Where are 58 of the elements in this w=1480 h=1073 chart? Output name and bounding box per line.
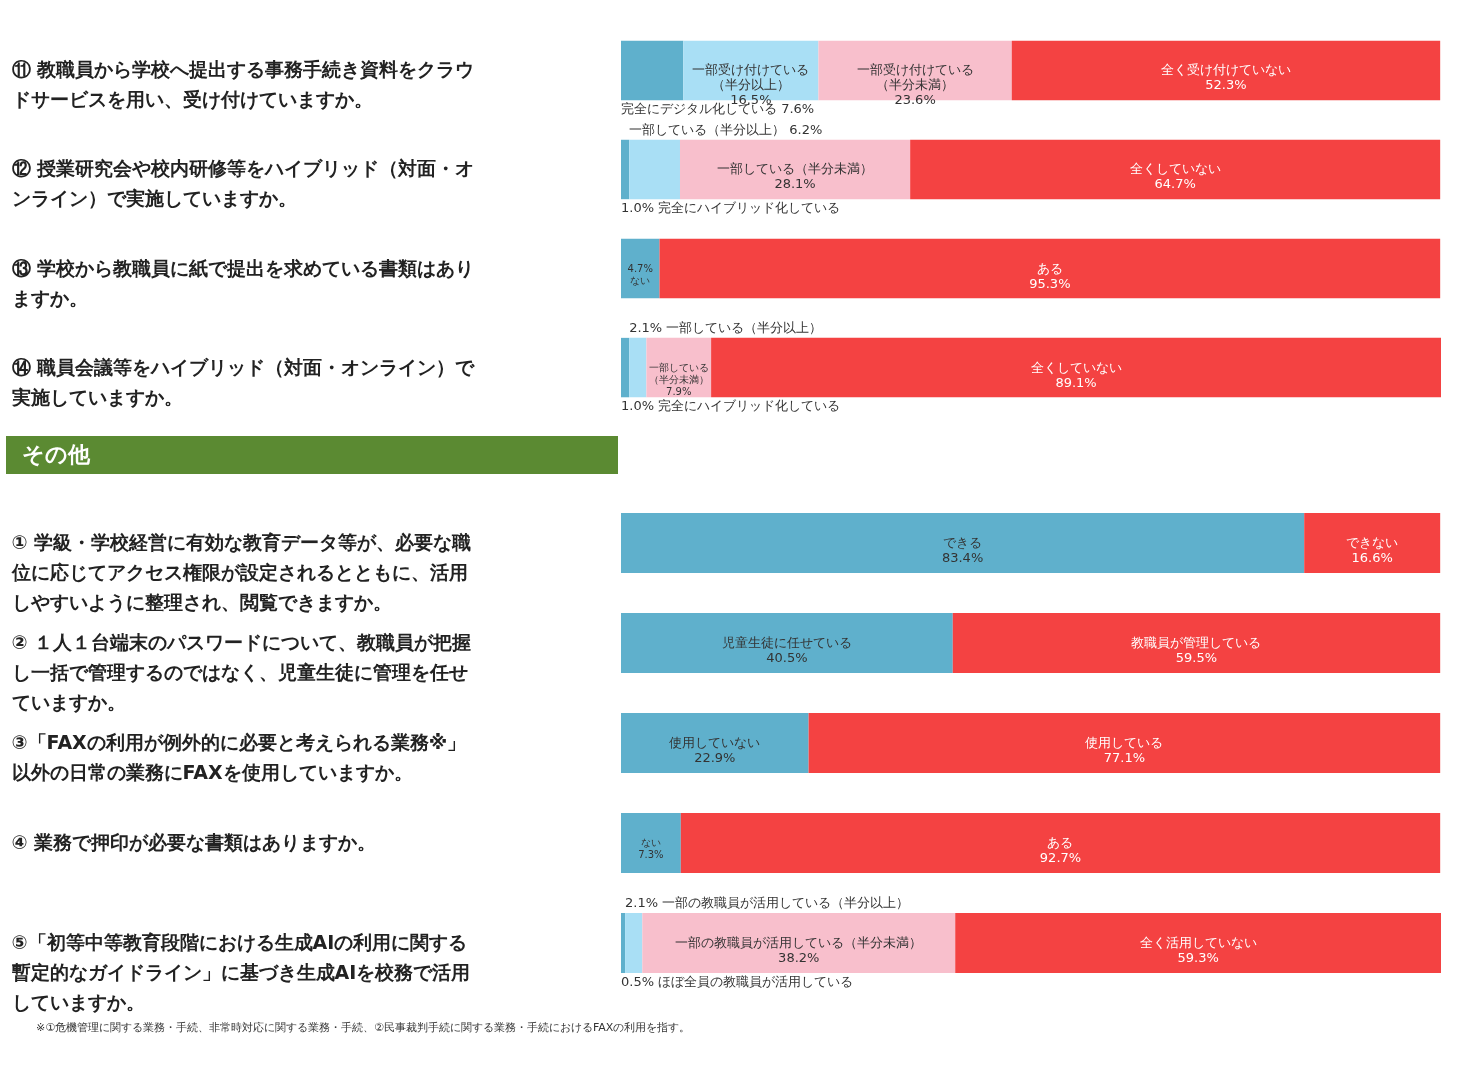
data-label: 2.1% 一部の教職員が活用している（半分以上） xyxy=(625,895,910,910)
bar xyxy=(621,813,681,873)
bar xyxy=(621,139,630,200)
bar xyxy=(629,139,680,200)
y-tick-label: ⑬ 学校から教職員に紙で提出を求めている書類はありますか。 xyxy=(11,256,475,309)
bar xyxy=(621,40,684,101)
bar xyxy=(629,337,647,398)
bar xyxy=(642,913,956,973)
data-label: 0.5% ほぼ全員の教職員が活用している xyxy=(621,974,854,989)
data-label: 2.1% 一部している（半分以上） xyxy=(629,319,823,335)
y-tick-label: ① 学級・学校経営に有効な教育データ等が、必要な職位に応じてアクセス権限が設定されるとともに、活用しやすいように整理され、閲覧できますか。 xyxy=(10,531,472,614)
y-tick-label: ④ 業務で押印が必要な書類はありますか。 xyxy=(11,831,377,853)
y-tick-label: ⑫ 授業研究会や校内研修等をハイブリッド（対面・オンライン）で実施していますか。 xyxy=(11,157,475,210)
bar xyxy=(659,238,1441,299)
data-label: ある 95.3% xyxy=(1029,260,1071,291)
bar xyxy=(679,139,911,200)
bar xyxy=(955,913,1441,973)
y-tick-label: ③「FAXの利用が例外的に必要と考えられる業務※」以外の日常の業務にFAXを使用していますか。 xyxy=(11,731,467,783)
bar xyxy=(621,513,1305,573)
data-label: 全く活用していない 59.3% xyxy=(1139,935,1257,965)
bar xyxy=(621,913,626,973)
y-tick-label: ⑪ 教職員から学校へ提出する事務手続き資料をクラウドサービスを用い、受け付けていますか。 xyxy=(11,58,475,111)
data-label: ある 92.7% xyxy=(1039,835,1082,865)
data-label: 一部受け付けている（半分未満） 23.6% xyxy=(856,62,974,108)
bar xyxy=(625,913,643,973)
data-label: 全くしていない 89.1% xyxy=(1030,359,1122,390)
data-label: 児童生徒に任せている 40.5% xyxy=(721,635,852,665)
data-label: 一部の教職員が活用している（半分未満） 38.2% xyxy=(675,935,923,965)
bar xyxy=(808,713,1441,773)
bar xyxy=(680,813,1441,873)
bar xyxy=(1304,513,1441,573)
data-label: 全くしていない 64.7% xyxy=(1129,161,1221,192)
data-label: できない 16.6% xyxy=(1346,535,1399,565)
data-label: 全く受け付けていない 52.3% xyxy=(1160,62,1291,93)
data-label: 教職員が管理している 59.5% xyxy=(1131,635,1262,665)
bar xyxy=(621,238,660,299)
data-label: 1.0% 完全にハイブリッド化している xyxy=(621,398,841,414)
bar xyxy=(711,337,1441,398)
data-label: 一部している（半分未満） 7.9% xyxy=(648,361,709,397)
data-label: 1.0% 完全にハイブリッド化している xyxy=(621,200,841,216)
text: その他 xyxy=(6,436,618,474)
data-label: 一部している（半分未満） 28.1% xyxy=(717,161,874,192)
bar xyxy=(1011,40,1441,101)
data-label: 使用している 77.1% xyxy=(1085,735,1164,765)
data-label: ない 7.3% xyxy=(638,837,664,860)
bar xyxy=(621,337,630,398)
bar xyxy=(621,613,953,673)
y-tick-label: ⑤「初等中等教育段階における生成AIの利用に関する暫定的なガイドライン」に基づき生成AIを校務で活用していますか。 xyxy=(11,931,471,1013)
y-tick-label: ② １人１台端末のパスワードについて、教職員が把握し一括で管理するのではなく、児童生徒に管理を任せていますか。 xyxy=(11,631,472,713)
data-label: 一部している（半分以上） 6.2% xyxy=(629,121,823,137)
data-label: 使用していない 22.9% xyxy=(669,735,761,765)
bar xyxy=(910,139,1441,200)
bar xyxy=(952,613,1441,673)
data-label: 4.7% ない xyxy=(627,262,653,286)
y-tick-label: ⑭ 職員会議等をハイブリッド（対面・オンライン）で実施していますか。 xyxy=(10,355,476,408)
bar xyxy=(621,713,809,773)
annotation: ※①危機管理に関する業務・手続、非常時対応に関する業務・手続、②民事裁判手続に関する業務・手続におけるFAXの利用を指す。 xyxy=(36,1020,692,1035)
data-label: できる 83.4% xyxy=(941,535,984,565)
